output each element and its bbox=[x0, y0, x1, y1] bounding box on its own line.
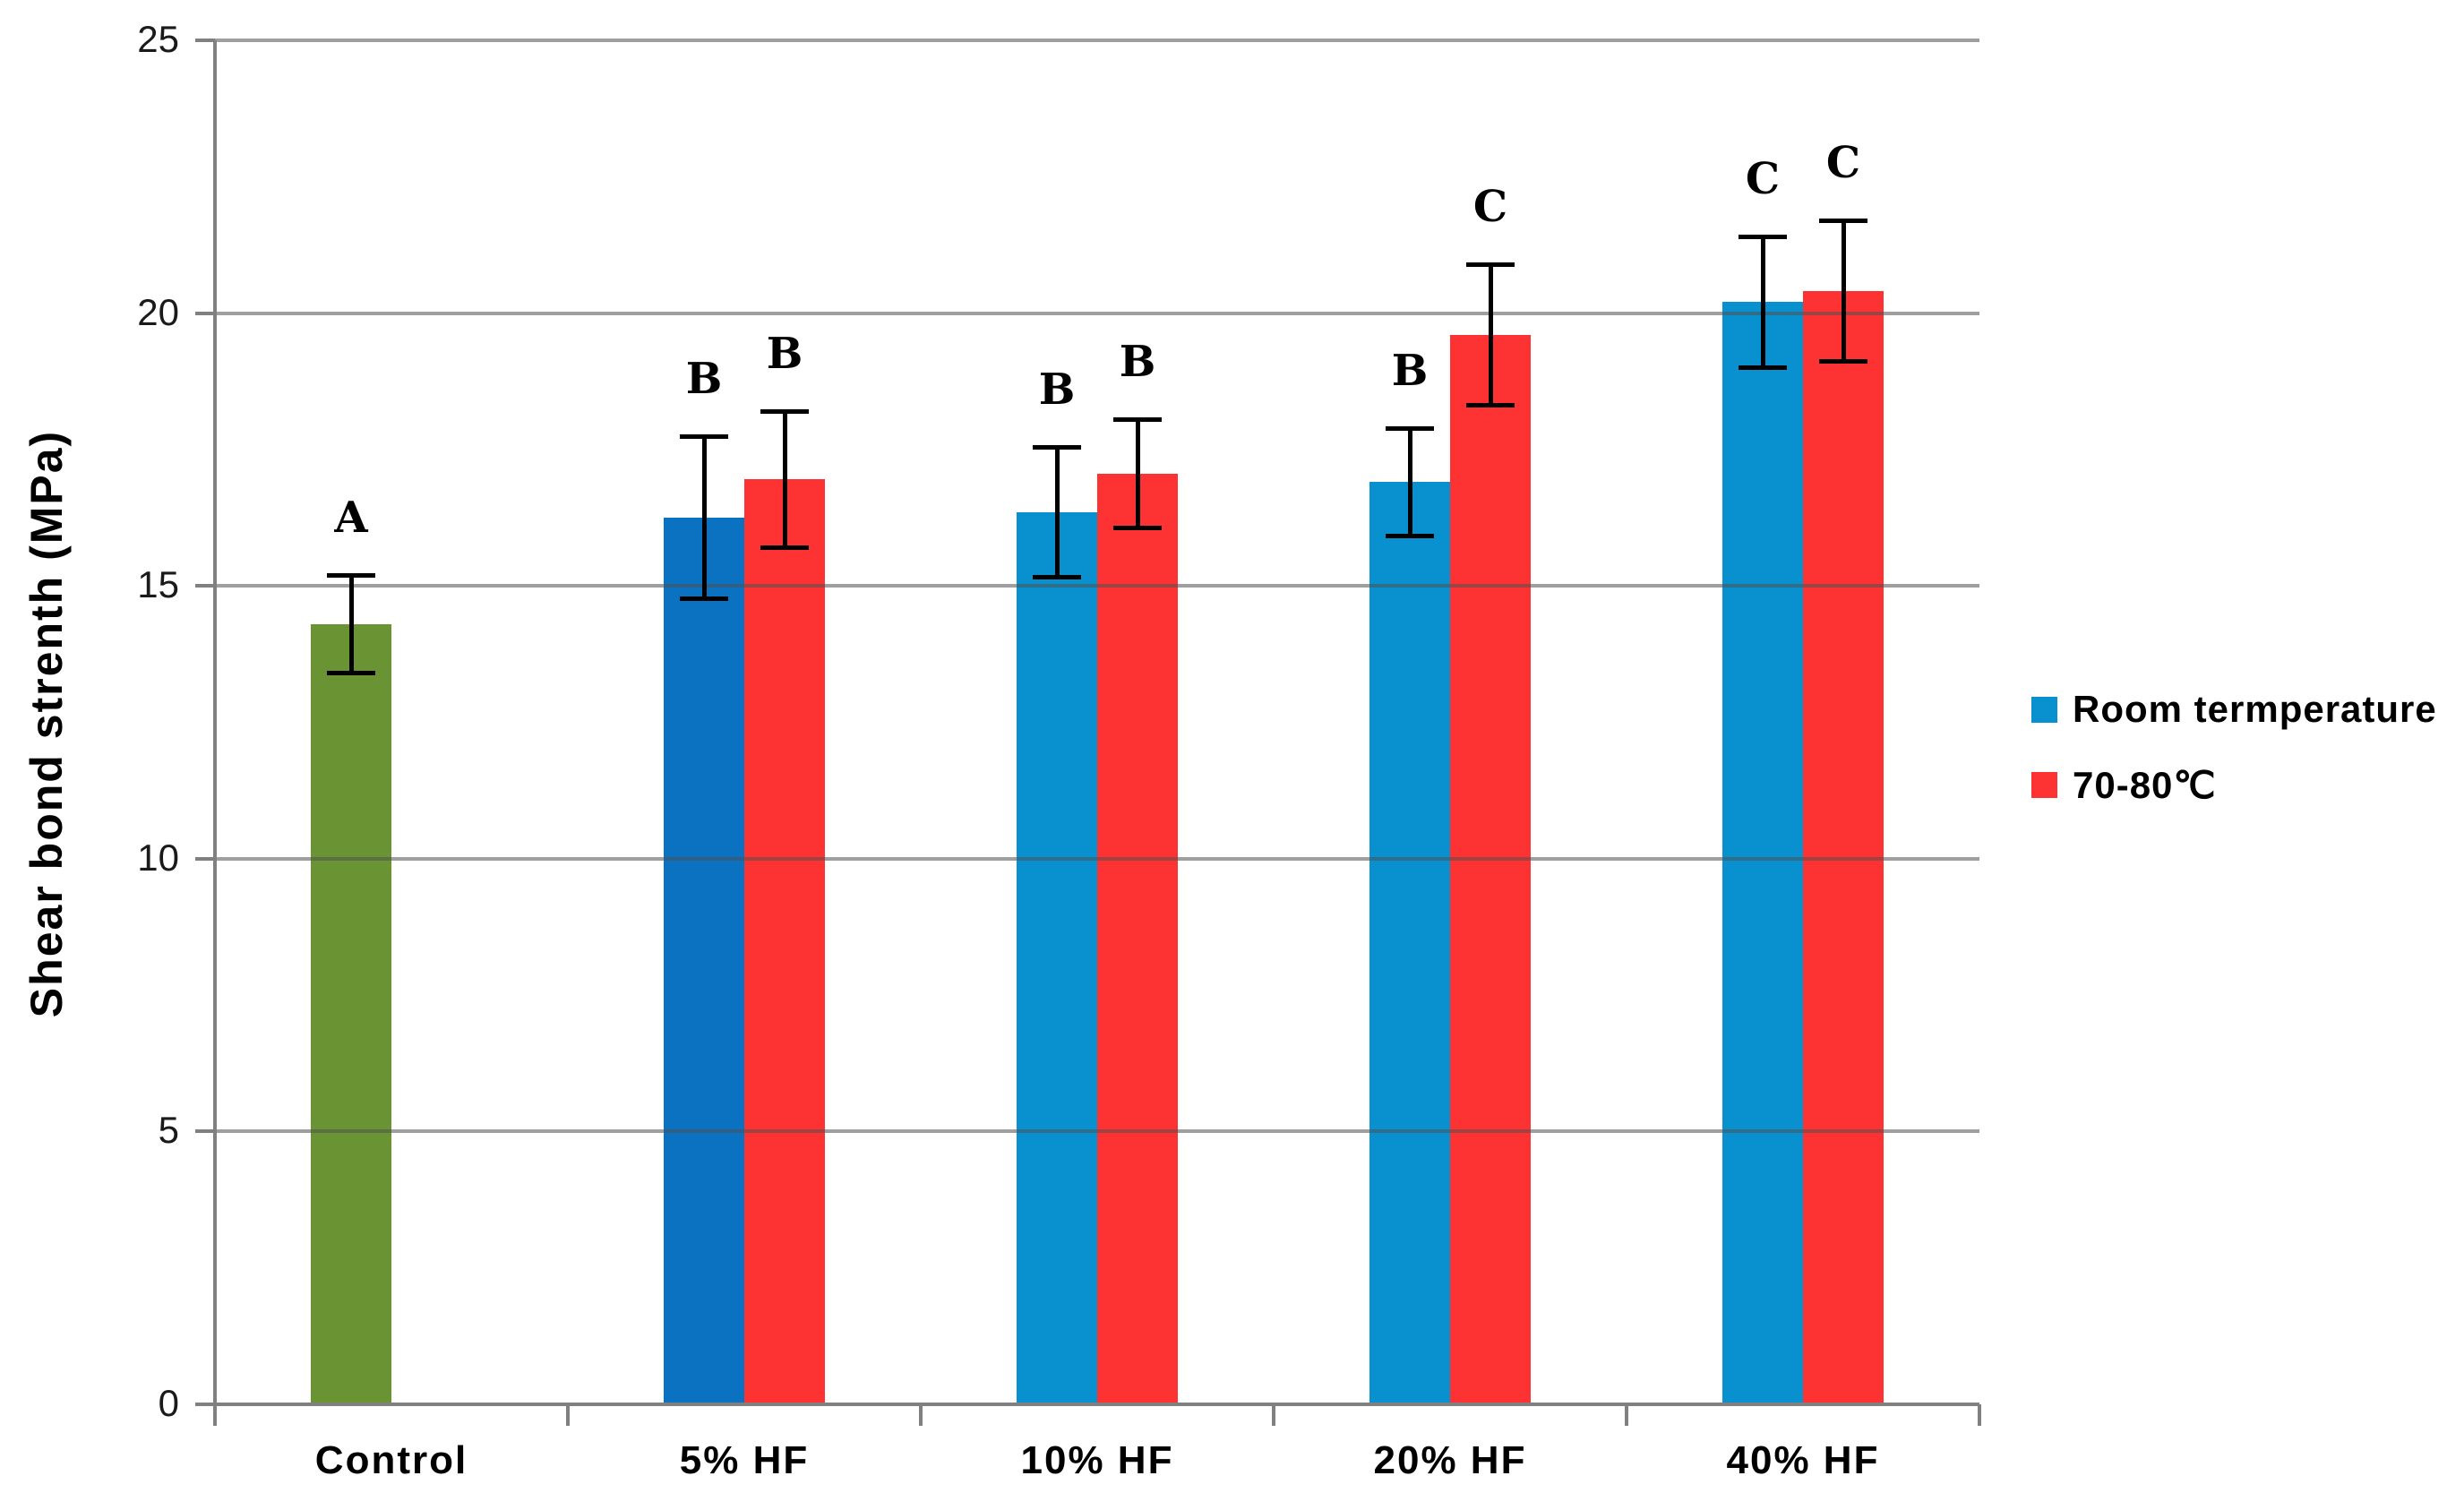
error-bar bbox=[1407, 427, 1412, 537]
x-axis-line bbox=[215, 1403, 1979, 1406]
category-label-control: Control bbox=[314, 1438, 468, 1482]
bar-70-80--5-hf bbox=[744, 479, 825, 1404]
error-bar-cap-bottom bbox=[1113, 526, 1162, 531]
error-bar bbox=[1841, 220, 1846, 363]
y-tick-label: 0 bbox=[158, 1382, 179, 1424]
error-bar-cap-bottom bbox=[680, 596, 728, 602]
x-tick-mark bbox=[1978, 1404, 1981, 1426]
y-tick-label: 25 bbox=[137, 18, 179, 60]
error-bar bbox=[782, 411, 787, 548]
category-label-20-hf: 20% HF bbox=[1373, 1438, 1527, 1482]
error-bar bbox=[701, 435, 707, 600]
x-tick-mark bbox=[1272, 1404, 1275, 1426]
legend-swatch-room-temperature bbox=[2031, 696, 2057, 723]
error-bar-cap-bottom bbox=[760, 545, 809, 550]
significance-letter: B bbox=[685, 353, 723, 404]
x-tick-mark bbox=[213, 1404, 217, 1426]
error-bar bbox=[1054, 446, 1060, 579]
legend-label-room-temperature: Room termperature bbox=[2073, 688, 2437, 730]
error-bar-cap-top bbox=[760, 409, 809, 415]
y-tick-mark bbox=[195, 1129, 215, 1134]
bar-70-80--40-hf bbox=[1803, 291, 1884, 1404]
category-label-40-hf: 40% HF bbox=[1726, 1438, 1880, 1482]
significance-letter: B bbox=[1391, 345, 1429, 396]
gridline-5 bbox=[215, 1129, 1979, 1134]
significance-letter: C bbox=[1745, 154, 1781, 205]
gridline-20 bbox=[215, 311, 1979, 315]
y-tick-label: 5 bbox=[158, 1109, 179, 1152]
error-bar-cap-top bbox=[1466, 262, 1515, 267]
x-tick-mark bbox=[1625, 1404, 1628, 1426]
error-bar-cap-bottom bbox=[1466, 403, 1515, 408]
error-bar-cap-top bbox=[680, 433, 728, 439]
y-tick-mark bbox=[195, 584, 215, 588]
legend: Room termperature 70-80℃ bbox=[2031, 688, 2437, 839]
legend-swatch-70-80c bbox=[2031, 772, 2057, 798]
category-label-5-hf: 5% HF bbox=[679, 1438, 810, 1482]
error-bar-cap-bottom bbox=[1819, 359, 1867, 365]
bar-room-termperature-20-hf bbox=[1369, 482, 1450, 1404]
y-tick-mark bbox=[195, 39, 215, 42]
error-bar-cap-top bbox=[1739, 235, 1787, 240]
significance-letter: A bbox=[334, 493, 368, 544]
error-bar-cap-bottom bbox=[1386, 534, 1434, 539]
significance-letter: B bbox=[766, 329, 803, 380]
y-tick-mark bbox=[195, 856, 215, 861]
category-label-10-hf: 10% HF bbox=[1020, 1438, 1174, 1482]
bar-70-80--10-hf bbox=[1097, 474, 1178, 1404]
significance-letter: C bbox=[1472, 181, 1508, 232]
error-bar-cap-bottom bbox=[327, 670, 375, 675]
error-bar bbox=[1760, 236, 1765, 368]
bar-room-termperature-10-hf bbox=[1017, 511, 1097, 1404]
significance-letter: B bbox=[1119, 337, 1156, 388]
error-bar-cap-bottom bbox=[1739, 365, 1787, 370]
error-bar bbox=[348, 575, 354, 673]
y-tick-mark bbox=[195, 1403, 215, 1406]
y-axis-title: Shear bond strenth (MPa) bbox=[21, 429, 72, 1018]
y-tick-label: 10 bbox=[137, 836, 179, 879]
error-bar-cap-top bbox=[327, 573, 375, 579]
bar-room-termperature-control bbox=[311, 623, 391, 1404]
significance-letter: B bbox=[1038, 364, 1076, 415]
error-bar-cap-top bbox=[1113, 417, 1162, 423]
significance-letter: C bbox=[1825, 138, 1861, 189]
error-bar-cap-top bbox=[1819, 219, 1867, 224]
gridline-10 bbox=[215, 856, 1979, 861]
y-tick-label: 20 bbox=[137, 290, 179, 333]
y-tick-label: 15 bbox=[137, 563, 179, 606]
bar-room-termperature-5-hf bbox=[664, 518, 744, 1404]
error-bar bbox=[1135, 419, 1140, 529]
gridline-25 bbox=[215, 39, 1979, 42]
gridline-15 bbox=[215, 584, 1979, 588]
legend-item-70-80c: 70-80℃ bbox=[2031, 763, 2437, 807]
error-bar-cap-top bbox=[1386, 425, 1434, 431]
y-axis-line bbox=[213, 40, 217, 1408]
error-bar-cap-bottom bbox=[1033, 575, 1081, 580]
legend-label-70-80c: 70-80℃ bbox=[2073, 764, 2217, 806]
x-tick-mark bbox=[566, 1404, 570, 1426]
error-bar-cap-top bbox=[1033, 444, 1081, 450]
x-tick-mark bbox=[919, 1404, 923, 1426]
y-tick-mark bbox=[195, 311, 215, 315]
error-bar bbox=[1488, 263, 1493, 407]
legend-item-room-temperature: Room termperature bbox=[2031, 688, 2437, 731]
bar-70-80--20-hf bbox=[1450, 334, 1531, 1404]
bar-room-termperature-40-hf bbox=[1722, 302, 1803, 1404]
